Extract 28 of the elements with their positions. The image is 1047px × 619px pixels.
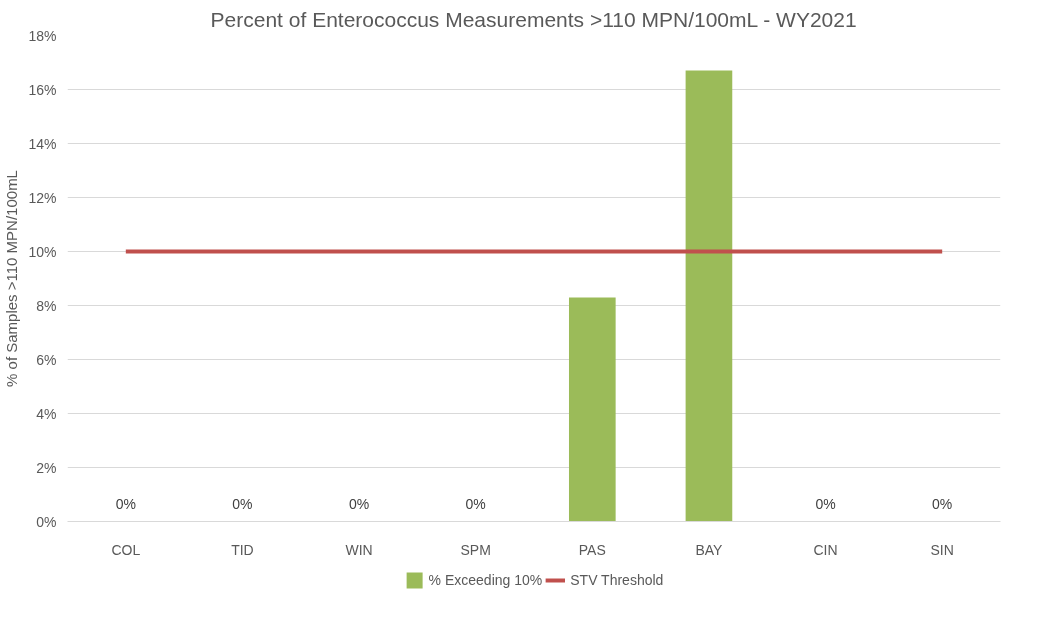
data-label: 0% <box>348 495 370 512</box>
y-tick-label: 12% <box>28 189 57 206</box>
chart-title: Percent of Enterococcus Measurements >110 MPN/100mL - WY2021 <box>210 7 857 31</box>
x-tick-label: TID <box>231 541 254 558</box>
y-tick-label: 8% <box>36 297 57 314</box>
x-tick-label: PAS <box>578 541 606 558</box>
data-label: 0% <box>815 495 836 512</box>
y-tick-label: 16% <box>28 81 57 98</box>
y-tick-label: 18% <box>28 27 57 44</box>
data-label: 0% <box>232 495 253 512</box>
x-tick-label: WIN <box>345 541 373 558</box>
x-tick-label: SIN <box>930 541 954 558</box>
data-label: 0% <box>465 495 486 512</box>
x-tick-label: SPM <box>460 541 491 558</box>
y-tick-label: 10% <box>28 243 57 260</box>
x-tick-label: BAY <box>695 541 724 558</box>
data-label: 0% <box>932 495 953 512</box>
data-label: 0% <box>115 495 136 512</box>
y-tick-label: 4% <box>36 405 57 422</box>
x-tick-label: COL <box>111 541 141 558</box>
y-tick-label: 0% <box>36 513 57 530</box>
y-tick-label: 2% <box>36 459 57 476</box>
y-axis-title: % of Samples >110 MPN/100mL <box>3 170 21 387</box>
legend-label: STV Threshold <box>570 572 664 588</box>
legend-label: % Exceeding 10% <box>428 572 543 588</box>
x-tick-label: CIN <box>813 541 838 558</box>
y-tick-label: 14% <box>28 135 57 152</box>
y-tick-label: 6% <box>36 351 57 368</box>
